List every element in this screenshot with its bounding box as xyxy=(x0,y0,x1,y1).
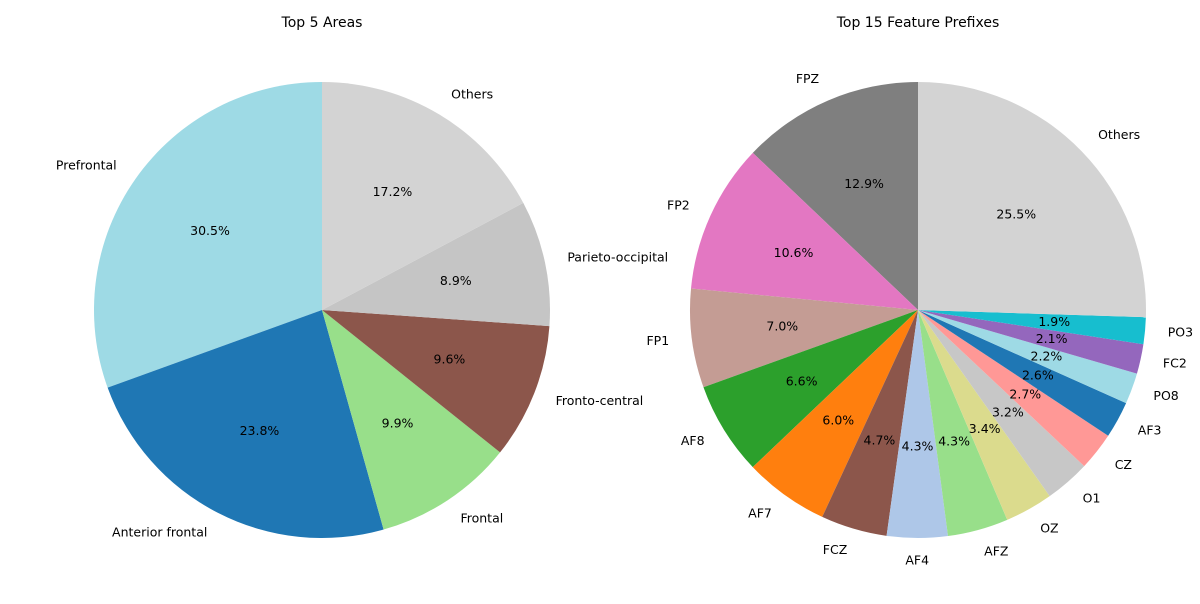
pie-slice-fp2 xyxy=(691,152,918,310)
pie-slice-fp1 xyxy=(690,288,918,388)
slice-percent-af8: 6.6% xyxy=(786,373,818,388)
slice-percent-cz: 2.7% xyxy=(1009,386,1041,401)
slice-label-anterior-frontal: Anterior frontal xyxy=(112,525,207,540)
slice-label-parieto-occipital: Parieto-occipital xyxy=(567,249,668,264)
slice-label-po3: PO3 xyxy=(1168,324,1193,339)
pie-slice-af7 xyxy=(752,310,918,517)
pie-slice-others xyxy=(322,82,524,310)
slice-label-fpz: FPZ xyxy=(796,71,819,86)
slice-percent-others: 25.5% xyxy=(996,206,1036,221)
pie-slice-fpz xyxy=(752,82,918,310)
pie-slice-af4 xyxy=(886,310,948,538)
slice-label-prefrontal: Prefrontal xyxy=(56,157,117,172)
pie-slice-parieto-occipital xyxy=(322,202,551,327)
slice-label-af4: AF4 xyxy=(905,552,929,567)
pie-slice-prefrontal xyxy=(93,82,322,388)
slice-label-oz: OZ xyxy=(1040,521,1058,536)
slice-label-o1: O1 xyxy=(1083,491,1101,506)
pie-slice-o1 xyxy=(918,310,1085,497)
slice-label-fc2: FC2 xyxy=(1163,355,1187,370)
slice-label-af8: AF8 xyxy=(681,433,705,448)
slice-percent-fronto-central: 9.6% xyxy=(434,351,466,366)
slice-percent-fp2: 10.6% xyxy=(774,245,814,260)
slice-percent-prefrontal: 30.5% xyxy=(190,223,230,238)
pie-slice-cz xyxy=(918,310,1109,467)
pie-slice-fronto-central xyxy=(322,310,550,453)
slice-percent-af4: 4.3% xyxy=(902,438,934,453)
slice-percent-fp1: 7.0% xyxy=(766,319,798,334)
slice-percent-afz: 4.3% xyxy=(938,433,970,448)
slice-percent-af7: 6.0% xyxy=(822,413,854,428)
slice-percent-anterior-frontal: 23.8% xyxy=(240,423,280,438)
slice-percent-po3: 1.9% xyxy=(1038,314,1070,329)
slice-label-fp2: FP2 xyxy=(667,198,690,213)
slice-percent-fpz: 12.9% xyxy=(844,176,884,191)
pie-slice-anterior-frontal xyxy=(107,310,384,538)
pie-slice-afz xyxy=(918,310,1008,537)
slice-percent-oz: 3.4% xyxy=(969,421,1001,436)
pie-slice-af8 xyxy=(703,310,918,468)
slice-label-others: Others xyxy=(1098,127,1140,142)
pie-chart-feature-prefixes: Top 15 Feature Prefixes FPZ 12.9% FP2 10.6%… xyxy=(646,15,1193,567)
slice-percent-fcz: 4.7% xyxy=(864,433,896,448)
slice-percent-frontal: 9.9% xyxy=(382,416,414,431)
slice-percent-af3: 2.6% xyxy=(1022,367,1054,382)
slice-label-others: Others xyxy=(451,87,493,102)
pie-slice-po8 xyxy=(918,310,1137,404)
slice-percent-others: 17.2% xyxy=(373,184,413,199)
slice-label-af3: AF3 xyxy=(1138,422,1162,437)
slice-label-fp1: FP1 xyxy=(646,333,669,348)
pie-chart-top-areas: Top 5 Areas Prefrontal 30.5% Anterior fron… xyxy=(56,15,668,540)
slice-label-afz: AFZ xyxy=(984,543,1008,558)
pie-slice-fcz xyxy=(822,310,918,536)
slice-label-po8: PO8 xyxy=(1153,388,1178,403)
slice-label-fronto-central: Fronto-central xyxy=(556,393,644,408)
slice-percent-parieto-occipital: 8.9% xyxy=(440,273,472,288)
chart-title-feature-prefixes: Top 15 Feature Prefixes xyxy=(836,15,1000,31)
pie-slice-others xyxy=(918,82,1146,318)
slice-label-fcz: FCZ xyxy=(823,542,847,557)
pie-slice-af3 xyxy=(918,310,1127,436)
pie-slice-frontal xyxy=(322,310,501,530)
pie-slice-fc2 xyxy=(918,310,1144,374)
slice-percent-po8: 2.2% xyxy=(1031,349,1063,364)
slice-percent-o1: 3.2% xyxy=(992,405,1024,420)
slice-label-af7: AF7 xyxy=(748,505,772,520)
slice-label-cz: CZ xyxy=(1115,457,1132,472)
pie-slice-oz xyxy=(918,310,1050,520)
slice-label-frontal: Frontal xyxy=(460,511,503,526)
chart-title-top-areas: Top 5 Areas xyxy=(281,15,363,31)
pie-slice-po3 xyxy=(918,310,1146,345)
slice-percent-fc2: 2.1% xyxy=(1036,331,1068,346)
